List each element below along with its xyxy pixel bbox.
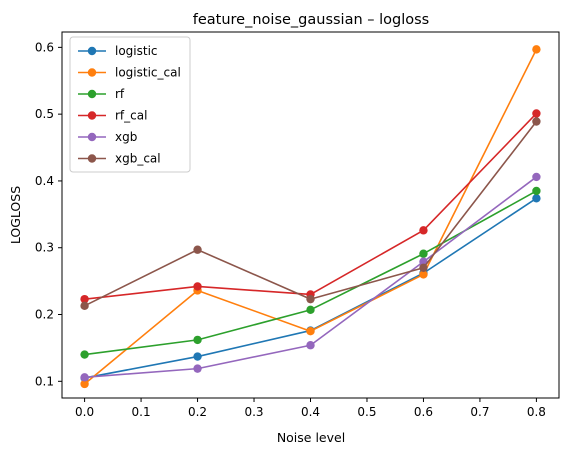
x-tick-label: 0.8 — [527, 405, 546, 419]
data-point-xgb_cal — [532, 117, 541, 126]
legend-marker — [87, 132, 97, 142]
data-point-rf_cal — [532, 109, 541, 118]
legend-marker — [87, 68, 97, 77]
axes-frame — [61, 31, 560, 399]
chart-title: feature_noise_gaussian – logloss — [193, 12, 430, 28]
data-point-xgb — [193, 364, 202, 373]
x-axis: 0.0 0.1 0.2 0.3 0.4 0.5 0.6 0.7 0.8 — [75, 398, 546, 419]
series-line-logistic — [84, 197, 537, 379]
data-point-rf_cal — [419, 226, 428, 235]
y-tick-label: 0.3 — [35, 241, 54, 255]
data-point-xgb_cal — [306, 294, 315, 304]
data-point-logistic — [193, 352, 202, 361]
legend-box — [69, 36, 191, 173]
data-point-rf — [532, 186, 541, 196]
legend-label: logistic_cal — [115, 66, 181, 80]
legend-marker — [87, 111, 97, 120]
legend-marker — [87, 46, 97, 56]
data-point-xgb_cal — [419, 263, 428, 272]
legend-label: logistic — [115, 44, 158, 58]
x-tick-label: 0.0 — [75, 405, 94, 419]
legend-marker — [87, 89, 97, 99]
data-point-logistic — [532, 194, 541, 203]
y-tick-label: 0.4 — [35, 174, 54, 188]
y-axis-label: LOGLOSS — [8, 186, 23, 244]
data-point-rf — [306, 305, 315, 315]
x-tick-label: 0.7 — [470, 405, 489, 419]
data-point-xgb — [532, 172, 541, 182]
legend-label: xgb_cal — [115, 152, 161, 166]
data-point-rf_cal — [80, 294, 89, 304]
legend-marker — [87, 154, 97, 163]
data-point-xgb — [306, 341, 315, 350]
legend-label: rf — [115, 87, 125, 101]
data-point-logistic_cal — [80, 379, 89, 389]
x-tick-label: 0.5 — [357, 405, 376, 419]
y-tick-label: 0.6 — [35, 40, 54, 54]
data-point-xgb — [80, 373, 89, 382]
x-tick-label: 0.1 — [132, 405, 151, 419]
data-point-logistic_cal — [419, 270, 428, 279]
plot-area — [80, 45, 541, 389]
x-axis-label: Noise level — [277, 430, 345, 445]
y-axis: 0.1 0.2 0.3 0.4 0.5 0.6 — [35, 40, 62, 388]
x-tick-label: 0.2 — [188, 405, 207, 419]
data-point-rf — [193, 335, 202, 345]
data-point-rf — [80, 350, 89, 359]
legend-label: xgb — [115, 130, 137, 144]
data-point-logistic_cal — [306, 327, 315, 336]
x-tick-label: 0.6 — [414, 405, 433, 419]
x-tick-label: 0.3 — [244, 405, 263, 419]
y-tick-label: 0.5 — [35, 107, 54, 121]
y-tick-label: 0.2 — [35, 308, 54, 322]
data-point-rf — [419, 249, 428, 258]
y-tick-label: 0.1 — [35, 374, 54, 388]
data-point-logistic_cal — [532, 45, 541, 54]
x-tick-label: 0.4 — [301, 405, 320, 419]
data-point-rf_cal — [193, 282, 202, 291]
data-point-xgb_cal — [80, 301, 89, 311]
data-point-xgb_cal — [193, 245, 202, 254]
legend-label: rf_cal — [115, 109, 147, 123]
